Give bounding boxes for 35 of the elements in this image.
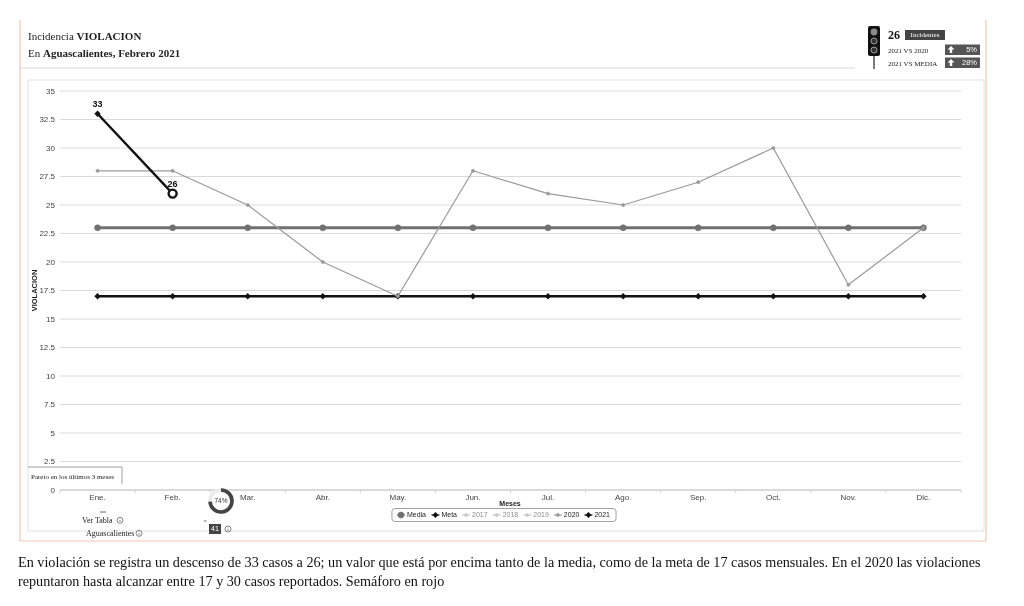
- x-tick-label: Ago.: [614, 493, 632, 502]
- text: En violación se registra un descenso de 33 casos a 26; un valor que está por encima tanto de la media, como de la meta de 17 casos mensuales. En el 2020 las violaciones repuntaron hasta alcanzar entre 17 y 30 casos reportados. Semáforo en rojo: [18, 553, 982, 591]
- x-tick-label: Mar.: [239, 493, 256, 502]
- y-tick-label: 20: [46, 257, 56, 267]
- text: Aguascalientes: [86, 529, 135, 538]
- y-tick-label: 7.5: [43, 400, 56, 410]
- y-tick-label: 27.5: [39, 172, 56, 182]
- x-tick-label: Abr.: [315, 493, 330, 502]
- x-tick-label: Nov.: [840, 493, 857, 502]
- y-tick-label: 22.5: [39, 229, 56, 239]
- x-tick-label: Dic.: [916, 493, 931, 502]
- x-tick-label: Sep.: [689, 493, 707, 502]
- chart-subtitle: En Aguascalientes, Febrero 2021: [28, 47, 181, 59]
- y-tick-label: 0: [50, 485, 56, 495]
- data-label: 26: [167, 179, 178, 190]
- y-tick-label: 12.5: [39, 343, 56, 353]
- y-tick-label: 5: [50, 428, 56, 438]
- chart-title: Incidencia VIOLACION: [28, 30, 142, 42]
- x-tick-label: Feb.: [164, 493, 181, 502]
- text: 26: [888, 28, 900, 42]
- x-tick-label: May.: [389, 493, 407, 502]
- y-tick-label: 10: [46, 371, 56, 381]
- y-tick-label: 25: [46, 200, 56, 210]
- text: Ver Tabla: [82, 516, 114, 525]
- y-tick-label: 35: [46, 86, 56, 96]
- y-tick-label: 32.5: [39, 115, 56, 125]
- data-label: 33: [92, 99, 103, 110]
- x-tick-label: Jul.: [541, 493, 555, 502]
- y-tick-label: 15: [46, 314, 56, 324]
- y-tick-label: 30: [46, 143, 56, 153]
- y-tick-label: 17.5: [39, 286, 56, 296]
- x-tick-label: Jun.: [465, 493, 481, 502]
- x-tick-label: Ene.: [89, 493, 106, 502]
- x-tick-label: Oct.: [765, 493, 781, 502]
- y-tick-label: 2.5: [43, 457, 56, 467]
